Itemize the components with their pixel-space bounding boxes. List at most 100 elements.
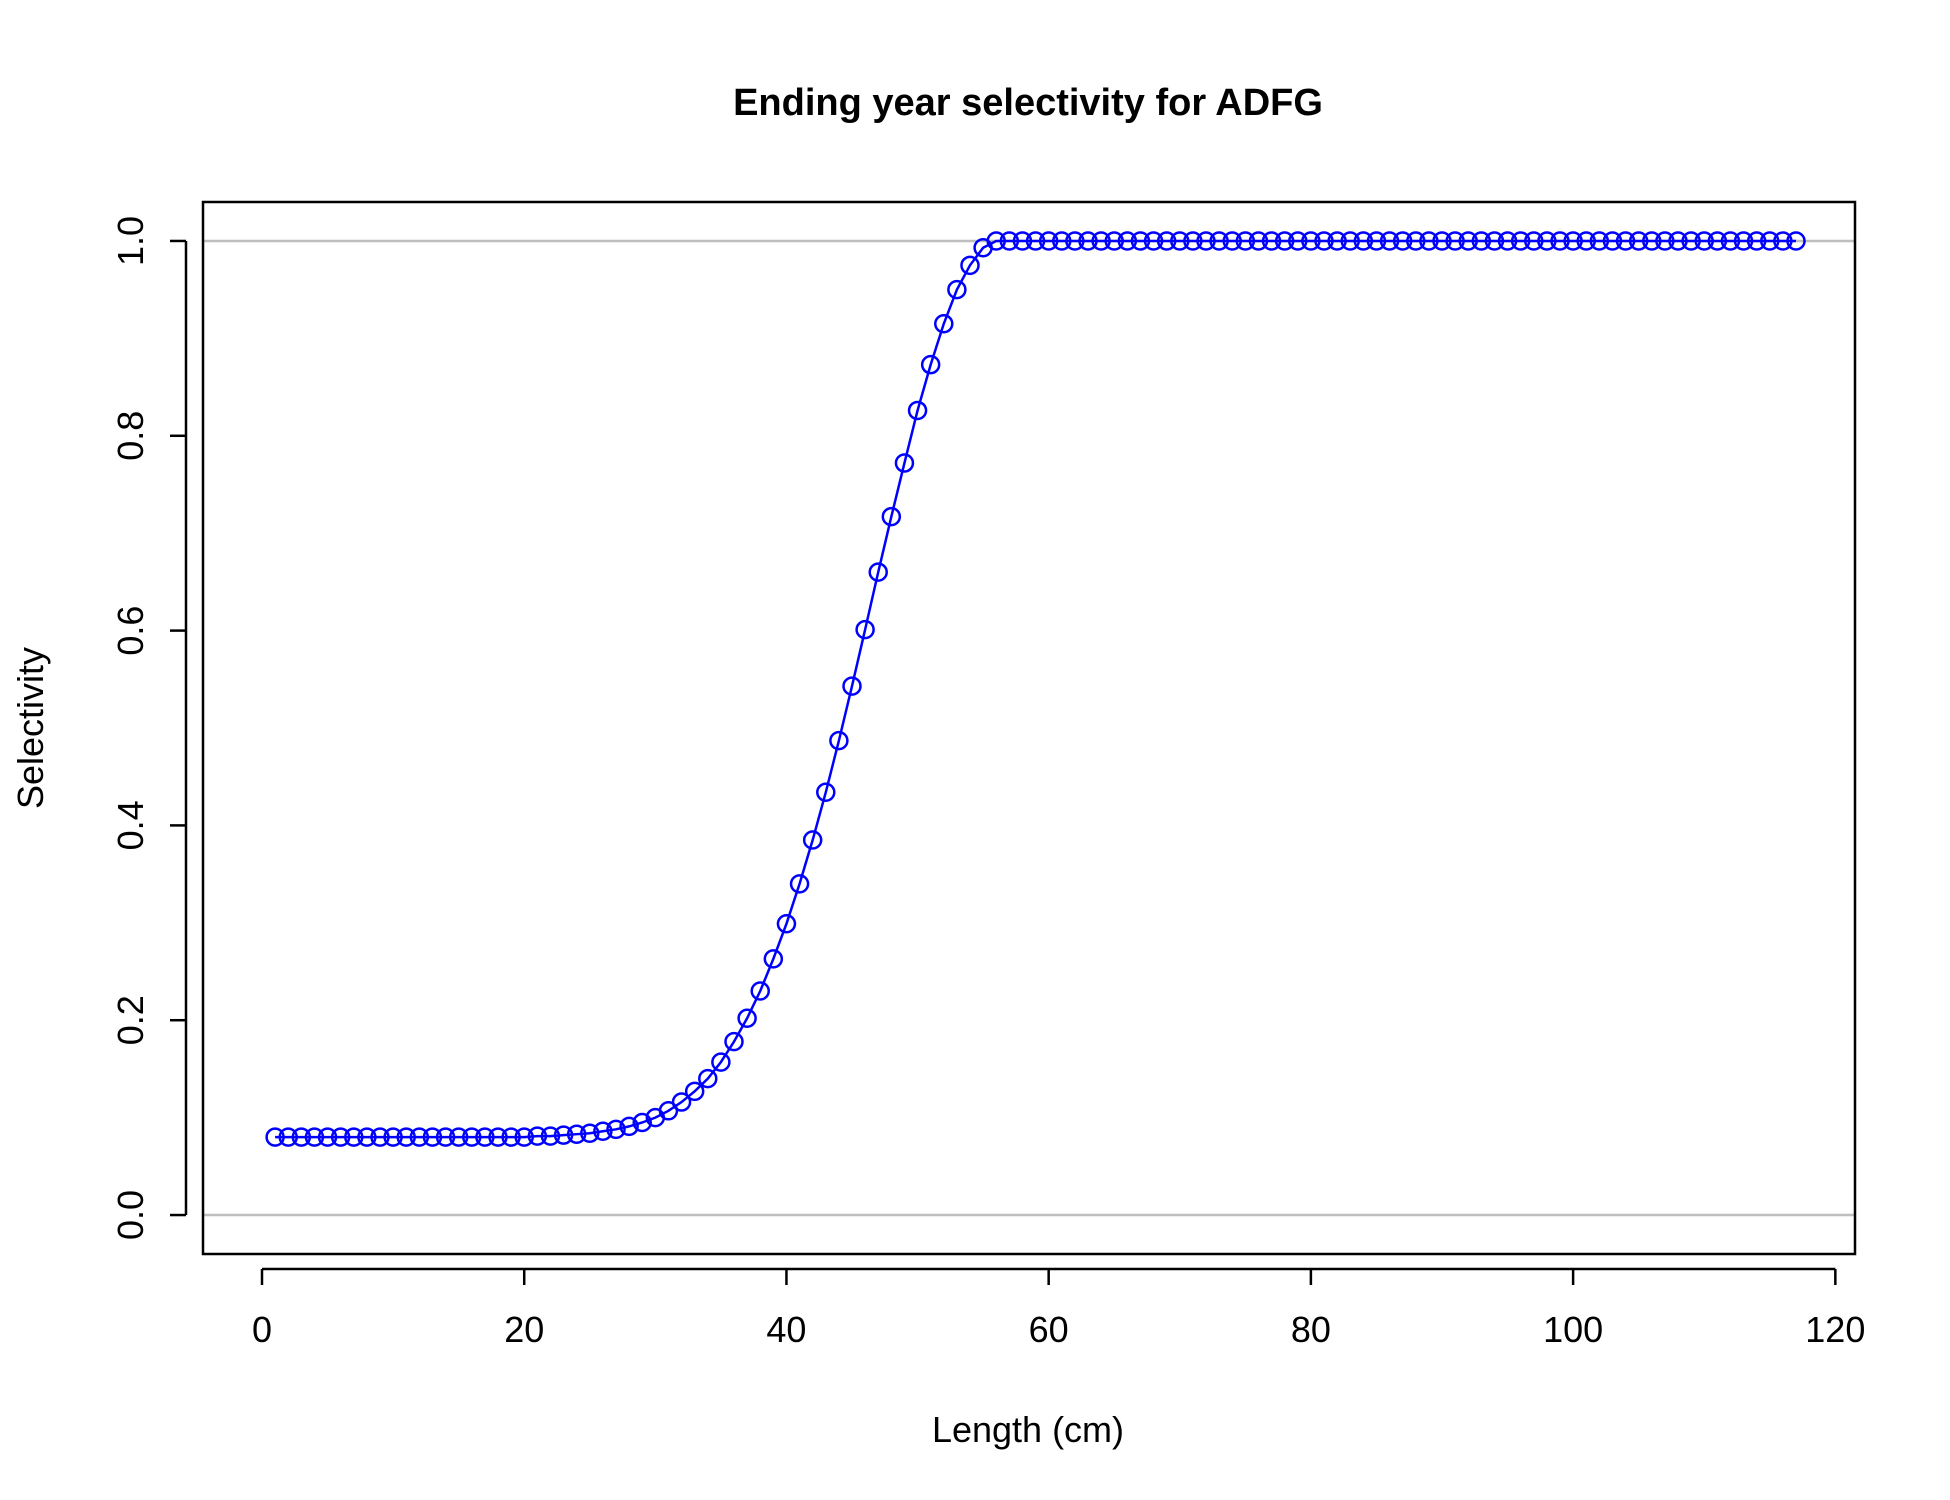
data-points xyxy=(265,231,1806,1147)
data-point xyxy=(632,1112,652,1133)
data-point xyxy=(1366,231,1387,251)
data-point xyxy=(1052,231,1072,251)
data-point xyxy=(711,1052,731,1072)
data-point xyxy=(737,1008,757,1029)
x-tick-label: 80 xyxy=(1291,1309,1331,1350)
data-point xyxy=(802,830,823,850)
data-point xyxy=(1484,231,1505,251)
series-line xyxy=(275,239,1796,1139)
data-point xyxy=(462,1127,482,1147)
data-point xyxy=(920,354,941,375)
data-point xyxy=(330,1127,351,1147)
data-point xyxy=(1248,231,1269,251)
x-axis: 0 20 40 60 80 100 120 xyxy=(252,1267,1865,1350)
data-point xyxy=(776,914,797,934)
data-point xyxy=(619,1116,639,1137)
data-point xyxy=(1602,231,1623,251)
data-point xyxy=(1314,231,1334,251)
data-point xyxy=(842,676,862,696)
data-point xyxy=(1471,231,1492,251)
data-point xyxy=(396,1127,416,1147)
data-point xyxy=(1091,231,1111,251)
x-tick-label: 100 xyxy=(1543,1309,1603,1350)
data-point xyxy=(1628,231,1649,251)
data-point xyxy=(357,1127,377,1147)
data-point xyxy=(1419,231,1439,251)
x-axis-label: Length (cm) xyxy=(932,1409,1124,1450)
data-point xyxy=(1261,231,1282,251)
data-point xyxy=(1720,231,1741,251)
data-point xyxy=(698,1068,718,1089)
data-point xyxy=(881,506,902,527)
data-point xyxy=(553,1125,574,1145)
data-point xyxy=(1524,231,1544,251)
data-point xyxy=(829,730,849,751)
data-point xyxy=(999,231,1020,251)
data-point xyxy=(907,400,928,421)
data-point xyxy=(1104,231,1124,251)
x-tick-label: 0 xyxy=(252,1309,272,1350)
data-point xyxy=(816,782,836,803)
data-point xyxy=(1746,231,1767,251)
data-point xyxy=(566,1124,587,1144)
data-point xyxy=(606,1119,626,1140)
data-point xyxy=(1563,231,1583,251)
data-point xyxy=(724,1031,744,1052)
data-point xyxy=(1510,231,1531,251)
y-tick-label: 0.2 xyxy=(110,995,151,1045)
data-point xyxy=(868,562,888,582)
data-point xyxy=(580,1123,600,1143)
x-tick-label: 60 xyxy=(1029,1309,1069,1350)
y-tick-label: 0.8 xyxy=(110,411,151,461)
data-point xyxy=(1432,231,1452,251)
data-point xyxy=(448,1127,469,1147)
data-point xyxy=(1117,231,1138,251)
data-point xyxy=(1078,231,1098,251)
data-point xyxy=(1301,231,1321,251)
reference-lines xyxy=(203,239,1855,1217)
data-point xyxy=(1681,231,1701,251)
data-point xyxy=(488,1127,508,1147)
data-point xyxy=(1537,231,1557,251)
data-point xyxy=(344,1127,364,1147)
data-point xyxy=(1642,231,1662,251)
data-point xyxy=(265,1127,285,1147)
data-point xyxy=(1576,231,1596,251)
data-point xyxy=(1589,231,1610,251)
y-tick-label: 0.6 xyxy=(110,606,151,656)
data-point xyxy=(1406,231,1426,251)
data-point xyxy=(1288,231,1308,251)
data-point xyxy=(304,1127,325,1147)
data-point xyxy=(855,619,875,640)
y-axis-label: Selectivity xyxy=(10,647,51,809)
data-point xyxy=(1707,231,1728,251)
data-point xyxy=(763,949,784,969)
data-point xyxy=(1196,231,1216,251)
data-point xyxy=(1733,231,1754,251)
data-point xyxy=(1497,231,1518,251)
x-tick-label: 120 xyxy=(1805,1309,1865,1350)
data-point xyxy=(540,1126,561,1146)
data-point xyxy=(1222,231,1242,251)
data-point xyxy=(1012,231,1033,251)
data-point xyxy=(947,279,967,300)
y-tick-label: 0.4 xyxy=(110,800,151,850)
y-tick-label: 1.0 xyxy=(110,216,151,266)
data-point xyxy=(317,1127,338,1147)
data-point xyxy=(1025,231,1046,251)
data-point xyxy=(527,1126,548,1146)
data-point xyxy=(1143,231,1164,251)
data-point xyxy=(1550,231,1570,251)
data-point xyxy=(658,1101,679,1121)
data-point xyxy=(750,981,770,1001)
data-point xyxy=(1065,231,1085,251)
data-point xyxy=(1130,231,1151,251)
chart-title: Ending year selectivity for ADFG xyxy=(733,82,1323,124)
data-point xyxy=(1786,231,1806,251)
data-point xyxy=(1668,231,1688,251)
y-axis: 0.0 0.2 0.4 0.6 0.8 1.0 xyxy=(110,216,188,1240)
data-point xyxy=(370,1127,390,1147)
data-point xyxy=(1655,231,1675,251)
data-point xyxy=(1209,231,1229,251)
data-point xyxy=(671,1092,692,1112)
